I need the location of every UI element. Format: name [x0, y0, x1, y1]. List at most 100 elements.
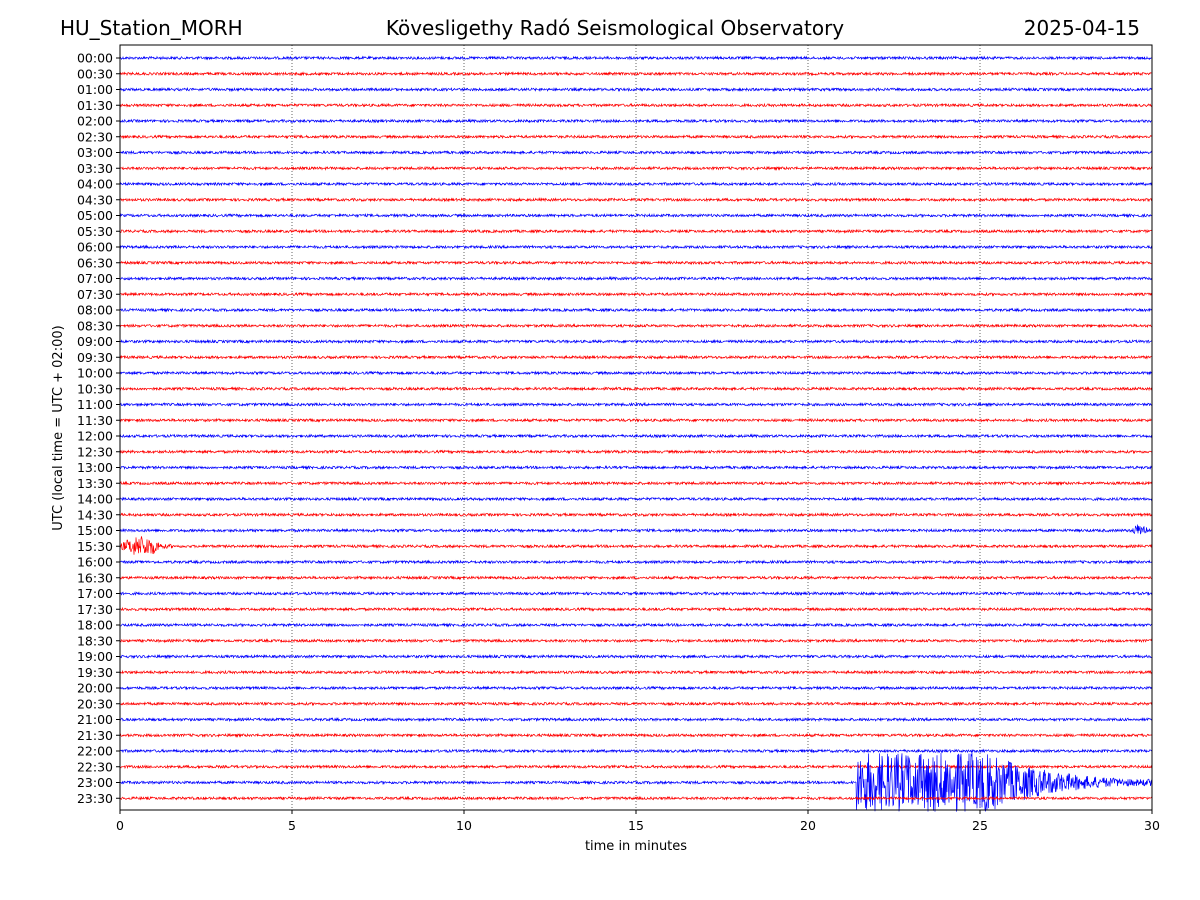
trace-09-30: [119, 354, 1153, 360]
trace-21-00: [119, 716, 1153, 723]
x-tick-label: 5: [288, 818, 296, 833]
y-tick-label: 07:30: [77, 287, 113, 302]
y-tick-label: 01:00: [77, 82, 113, 97]
trace-23-00: [119, 752, 1153, 812]
y-tick-label: 13:30: [77, 476, 113, 491]
y-tick-label: 10:30: [77, 381, 113, 396]
y-tick-label: 16:00: [77, 555, 113, 570]
y-tick-label: 03:00: [77, 145, 113, 160]
y-axis-label: UTC (local time = UTC + 02:00): [51, 325, 66, 530]
y-tick-label: 00:00: [77, 51, 113, 66]
y-tick-label: 03:30: [77, 161, 113, 176]
y-tick-label: 01:30: [77, 98, 113, 113]
x-tick-label: 30: [1144, 818, 1160, 833]
y-tick-label: 23:00: [77, 775, 113, 790]
trace-23-30: [119, 795, 1153, 801]
y-tick-label: 18:30: [77, 633, 113, 648]
trace-04-30: [119, 197, 1153, 203]
trace-00-00: [119, 55, 1153, 61]
y-tick-label: 11:00: [77, 397, 113, 412]
trace-22-00: [119, 748, 1153, 754]
seismic-traces: [119, 55, 1153, 812]
y-tick-label: 02:30: [77, 129, 113, 144]
y-tick-label: 05:00: [77, 208, 113, 223]
y-tick-label: 02:00: [77, 114, 113, 129]
date-title: 2025-04-15: [1024, 16, 1140, 40]
trace-08-00: [119, 307, 1153, 313]
y-tick-label: 21:30: [77, 728, 113, 743]
y-tick-label: 15:00: [77, 523, 113, 538]
trace-17-30: [119, 606, 1153, 612]
y-tick-label: 07:00: [77, 271, 113, 286]
y-tick-label: 17:30: [77, 602, 113, 617]
y-tick-label: 20:30: [77, 696, 113, 711]
y-tick-label: 06:00: [77, 240, 113, 255]
trace-16-00: [119, 559, 1153, 565]
trace-07-00: [119, 275, 1153, 282]
y-tick-label: 19:00: [77, 649, 113, 664]
y-tick-label: 22:30: [77, 759, 113, 774]
trace-15-00: [119, 524, 1153, 535]
trace-06-00: [119, 244, 1153, 250]
y-tick-label: 04:00: [77, 177, 113, 192]
y-tick-label: 19:30: [77, 665, 113, 680]
y-tick-label: 11:30: [77, 413, 113, 428]
trace-03-00: [119, 149, 1153, 156]
y-tick-label: 20:00: [77, 681, 113, 696]
trace-18-00: [119, 622, 1153, 628]
x-tick-label: 25: [972, 818, 988, 833]
x-tick-label: 20: [800, 818, 816, 833]
y-tick-label: 17:00: [77, 586, 113, 601]
y-tick-label: 21:00: [77, 712, 113, 727]
trace-19-00: [119, 653, 1153, 660]
y-tick-label: 12:30: [77, 444, 113, 459]
trace-05-30: [119, 228, 1153, 234]
trace-11-00: [119, 401, 1153, 408]
trace-08-30: [119, 323, 1153, 329]
y-tick-label: 18:00: [77, 618, 113, 633]
y-axis-ticks: 00:0000:3001:0001:3002:0002:3003:0003:30…: [77, 51, 120, 806]
trace-18-30: [119, 638, 1153, 644]
y-tick-label: 15:30: [77, 539, 113, 554]
trace-11-30: [119, 417, 1153, 423]
y-tick-label: 22:00: [77, 744, 113, 759]
x-axis-label: time in minutes: [585, 839, 687, 854]
trace-00-30: [119, 71, 1153, 77]
trace-01-30: [119, 102, 1153, 108]
trace-02-00: [119, 118, 1153, 124]
trace-10-30: [119, 386, 1153, 392]
trace-14-30: [119, 512, 1153, 518]
y-tick-label: 10:00: [77, 366, 113, 381]
trace-05-00: [119, 212, 1153, 219]
trace-19-30: [119, 669, 1153, 675]
y-tick-label: 14:00: [77, 492, 113, 507]
y-tick-label: 00:30: [77, 66, 113, 81]
y-tick-label: 16:30: [77, 570, 113, 585]
trace-16-30: [119, 575, 1153, 581]
trace-20-30: [119, 701, 1153, 707]
y-tick-label: 08:00: [77, 303, 113, 318]
y-tick-label: 23:30: [77, 791, 113, 806]
y-tick-label: 14:30: [77, 507, 113, 522]
y-tick-label: 08:30: [77, 318, 113, 333]
y-tick-label: 05:30: [77, 224, 113, 239]
trace-17-00: [119, 590, 1153, 597]
trace-21-30: [120, 732, 1153, 738]
observatory-title: Kövesligethy Radó Seismological Observat…: [386, 16, 844, 40]
trace-12-00: [119, 433, 1153, 439]
trace-13-00: [119, 464, 1153, 471]
x-tick-label: 15: [628, 818, 644, 833]
trace-03-30: [119, 165, 1153, 171]
trace-13-30: [119, 480, 1153, 486]
y-tick-label: 13:00: [77, 460, 113, 475]
y-tick-label: 09:30: [77, 350, 113, 365]
x-tick-label: 0: [116, 818, 124, 833]
y-tick-label: 09:00: [77, 334, 113, 349]
trace-12-30: [119, 449, 1153, 455]
trace-07-30: [119, 291, 1153, 297]
trace-02-30: [119, 134, 1153, 140]
y-tick-label: 06:30: [77, 255, 113, 270]
trace-04-00: [119, 181, 1153, 187]
